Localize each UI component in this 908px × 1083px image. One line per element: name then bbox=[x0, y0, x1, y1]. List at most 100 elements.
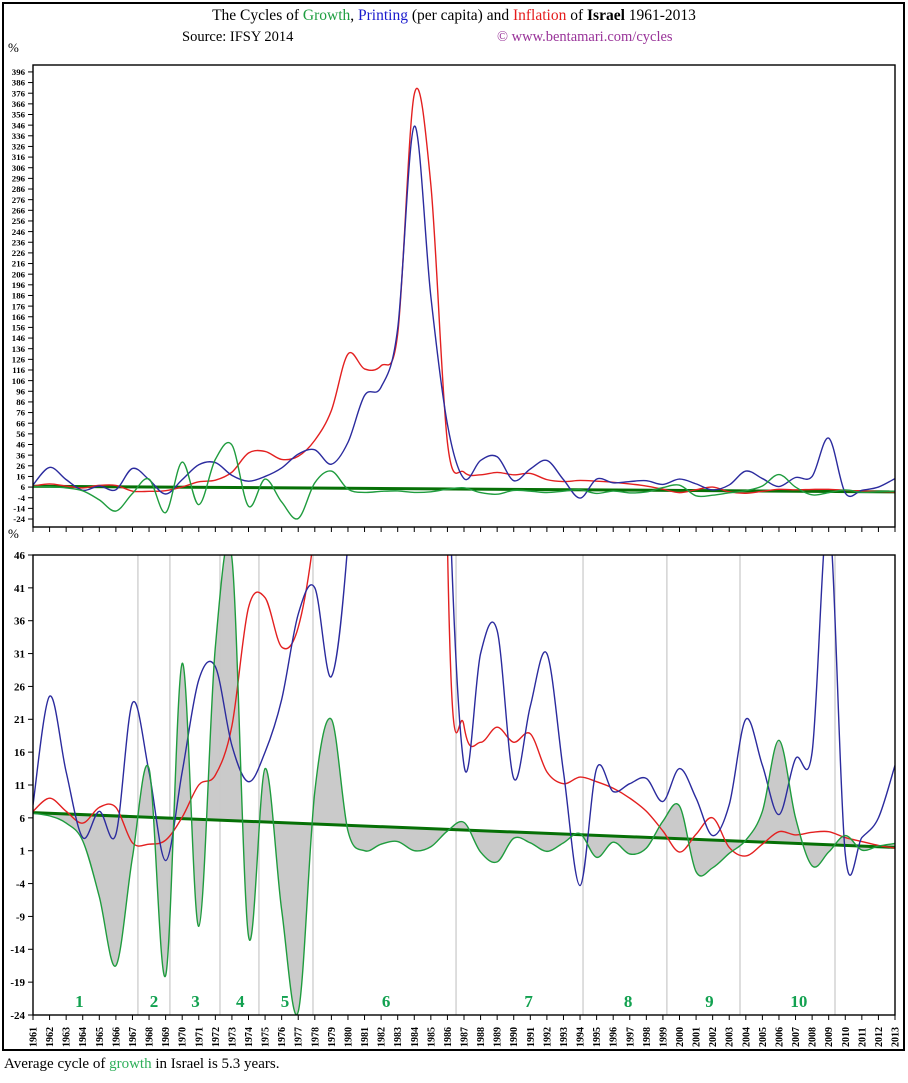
chart-title: The Cycles of Growth, Printing (per capi… bbox=[0, 7, 908, 25]
y-tick-label: 396 bbox=[12, 67, 26, 77]
year-label: 1975 bbox=[261, 1027, 272, 1047]
y-tick-label: 26 bbox=[14, 681, 26, 693]
cycle-number-label: 9 bbox=[705, 992, 714, 1011]
year-label: 1995 bbox=[592, 1027, 603, 1047]
y-tick-label: -14 bbox=[13, 504, 25, 514]
y-tick-label: 76 bbox=[16, 408, 25, 418]
y-tick-label: 106 bbox=[12, 376, 26, 386]
year-label: 2012 bbox=[874, 1027, 885, 1047]
y-tick-label: 256 bbox=[12, 216, 26, 226]
title-segment: 1961-2013 bbox=[624, 7, 696, 24]
growth-line bbox=[33, 441, 895, 520]
y-tick-label: 306 bbox=[12, 163, 26, 173]
y-tick-label: 136 bbox=[12, 344, 26, 354]
y-tick-label: -19 bbox=[10, 977, 25, 989]
year-label: 2009 bbox=[824, 1027, 835, 1047]
year-label: 1985 bbox=[426, 1027, 437, 1047]
year-label: 2007 bbox=[791, 1027, 802, 1047]
year-label: 1990 bbox=[509, 1027, 520, 1047]
y-tick-label: 146 bbox=[12, 333, 26, 343]
y-tick-label: 276 bbox=[12, 195, 26, 205]
year-label: 2000 bbox=[675, 1027, 686, 1047]
year-label: 2001 bbox=[692, 1027, 703, 1047]
cycle-number-label: 3 bbox=[191, 992, 200, 1011]
y-tick-label: 316 bbox=[12, 152, 26, 162]
y-tick-label: 6 bbox=[21, 482, 26, 492]
inflation-line bbox=[33, 87, 895, 494]
y-tick-label: 196 bbox=[12, 280, 26, 290]
year-label: 1976 bbox=[277, 1027, 288, 1047]
year-label: 1987 bbox=[460, 1027, 471, 1047]
y-tick-label: -14 bbox=[10, 944, 25, 956]
year-label: 1972 bbox=[211, 1027, 222, 1047]
year-label: 1967 bbox=[128, 1027, 139, 1047]
y-tick-label: 11 bbox=[15, 780, 25, 792]
y-tick-label: 6 bbox=[20, 813, 26, 825]
year-label: 1966 bbox=[111, 1027, 122, 1047]
y-tick-label: 326 bbox=[12, 142, 26, 152]
y-tick-label: 16 bbox=[14, 747, 26, 759]
title-segment: Growth bbox=[302, 7, 351, 24]
year-label: 1968 bbox=[145, 1027, 156, 1047]
year-label: 1980 bbox=[344, 1027, 355, 1047]
year-label: 2013 bbox=[891, 1027, 902, 1047]
year-label: 2004 bbox=[741, 1027, 752, 1047]
cycle-number-label: 10 bbox=[790, 992, 807, 1011]
y-tick-label: 336 bbox=[12, 131, 26, 141]
y-tick-label: 296 bbox=[12, 174, 26, 184]
y-tick-label: 236 bbox=[12, 237, 26, 247]
y-tick-label: 386 bbox=[12, 78, 26, 88]
year-label: 1986 bbox=[443, 1027, 454, 1047]
y-tick-label: 46 bbox=[14, 550, 26, 562]
year-label: 1981 bbox=[360, 1027, 371, 1047]
y-tick-label: 56 bbox=[16, 429, 25, 439]
bottom-chart: 1 2 3 4 5 6 7 8 9 10 46 41 36 31 26 21 16 11 6 1 -4 -9 -14 -19 -… bbox=[10, 550, 902, 1047]
year-label: 1961 bbox=[29, 1027, 40, 1047]
year-label: 1973 bbox=[227, 1027, 238, 1047]
y-tick-label: 26 bbox=[16, 461, 25, 471]
cycle-number-label: 7 bbox=[524, 992, 533, 1011]
y-tick-label: 206 bbox=[12, 269, 26, 279]
y-tick-label: 16 bbox=[16, 472, 25, 482]
year-label: 1997 bbox=[625, 1027, 636, 1047]
y-tick-label: 66 bbox=[16, 418, 25, 428]
y-tick-label: 36 bbox=[16, 450, 25, 460]
percent-label-top: % bbox=[8, 40, 19, 55]
year-label: 1988 bbox=[476, 1027, 487, 1047]
y-tick-label: 1 bbox=[20, 846, 26, 858]
y-tick-label: -4 bbox=[18, 493, 26, 503]
y-tick-label: 266 bbox=[12, 205, 26, 215]
printing-line bbox=[33, 555, 895, 887]
title-segment: Inflation bbox=[512, 7, 571, 24]
y-tick-label: -4 bbox=[16, 879, 26, 891]
y-tick-label: 126 bbox=[12, 355, 26, 365]
inflation-line bbox=[33, 555, 895, 857]
year-label: 1996 bbox=[609, 1027, 620, 1047]
year-label: 2003 bbox=[725, 1027, 736, 1047]
y-tick-label: 216 bbox=[12, 259, 26, 269]
title-segment: Israel bbox=[587, 7, 625, 24]
caption-segment: in Israel is 5.3 years. bbox=[151, 1056, 280, 1072]
year-label: 1984 bbox=[410, 1027, 421, 1047]
y-tick-label: 356 bbox=[12, 110, 26, 120]
year-label: 1964 bbox=[78, 1027, 89, 1047]
year-label: 1993 bbox=[559, 1027, 570, 1047]
year-label: 2008 bbox=[808, 1027, 819, 1047]
year-label: 1963 bbox=[62, 1027, 73, 1047]
cycle-number-label: 6 bbox=[382, 992, 391, 1011]
y-tick-label: 36 bbox=[14, 616, 26, 628]
y-tick-label: 186 bbox=[12, 291, 26, 301]
y-tick-label: -24 bbox=[13, 514, 25, 524]
year-label: 1983 bbox=[393, 1027, 404, 1047]
plot-frame bbox=[32, 64, 896, 528]
year-label: 1977 bbox=[294, 1027, 305, 1047]
title-segment: The Cycles of bbox=[212, 7, 303, 24]
y-tick-label: 116 bbox=[12, 365, 25, 375]
caption-segment: growth bbox=[109, 1056, 152, 1072]
printing-line bbox=[33, 125, 895, 499]
y-tick-label: 166 bbox=[12, 312, 26, 322]
y-tick-label: -24 bbox=[10, 1010, 25, 1022]
title-segment: , bbox=[350, 7, 358, 24]
year-label: 1962 bbox=[45, 1027, 56, 1047]
